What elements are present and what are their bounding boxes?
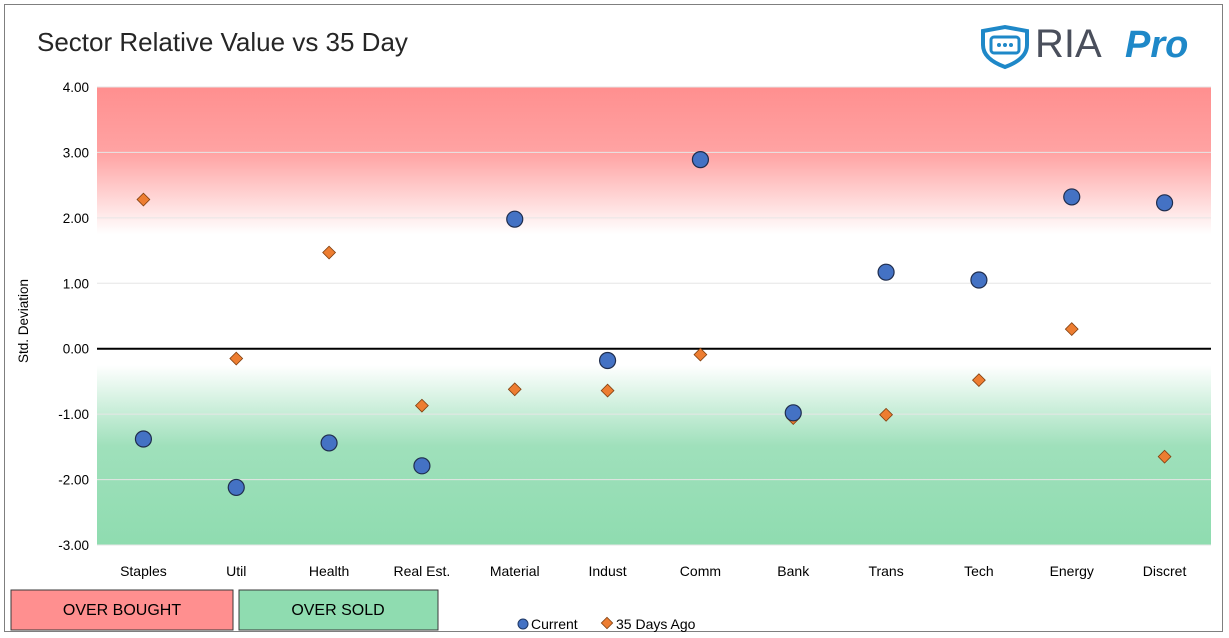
- y-axis-ticks: 4.00 3.00 2.00 1.00 0.00 -1.00 -2.00 -3.00: [58, 80, 89, 553]
- x-tick-label: Tech: [964, 563, 994, 579]
- zone-bands: [97, 87, 1211, 545]
- point-current: [877, 263, 895, 281]
- y-tick-label: 0.00: [63, 342, 89, 357]
- oversold-box: OVER SOLD: [238, 589, 439, 631]
- y-tick-label: -1.00: [58, 407, 89, 422]
- oversold-label: OVER SOLD: [291, 602, 384, 619]
- x-tick-label: Util: [226, 563, 246, 579]
- series-legend: Current 35 Days Ago: [517, 616, 696, 632]
- y-tick-label: -3.00: [58, 538, 89, 553]
- y-tick-label: 1.00: [63, 276, 89, 291]
- overbought-box: OVER BOUGHT: [10, 589, 234, 631]
- y-tick-label: -2.00: [58, 473, 89, 488]
- legend-label-past: 35 Days Ago: [616, 616, 696, 632]
- point-current: [970, 271, 988, 289]
- point-current: [320, 434, 338, 452]
- point-current: [598, 351, 617, 370]
- x-tick-label: Comm: [680, 563, 721, 579]
- y-tick-label: 3.00: [63, 145, 89, 160]
- point-35-days-ago: [600, 383, 615, 398]
- x-tick-label: Indust: [589, 563, 627, 579]
- logo-product: Pro: [1125, 24, 1188, 66]
- point-current: [134, 430, 153, 448]
- point-current: [784, 404, 802, 422]
- point-current: [506, 210, 524, 228]
- y-tick-label: 2.00: [63, 211, 89, 226]
- point-current: [691, 151, 710, 169]
- overbought-zone: [97, 87, 1211, 235]
- point-35-days-ago: [229, 351, 244, 366]
- point-35-days-ago: [1157, 449, 1172, 464]
- point-35-days-ago: [1064, 322, 1079, 337]
- legend-marker-past: [600, 616, 614, 630]
- x-tick-label: Material: [490, 563, 540, 579]
- point-35-days-ago: [136, 192, 151, 207]
- overbought-label: OVER BOUGHT: [63, 602, 181, 619]
- point-35-days-ago: [414, 398, 429, 413]
- chart-frame: Sector Relative Value vs 35 Day RIA Pro …: [4, 4, 1223, 632]
- x-tick-label: Trans: [868, 563, 903, 579]
- point-35-days-ago: [879, 407, 894, 422]
- point-current: [1063, 188, 1081, 206]
- x-tick-label: Discret: [1143, 563, 1187, 579]
- shield-icon: [981, 24, 1029, 70]
- x-axis-categories: Staples Util Health Real Est. Material Indust…: [120, 563, 1186, 579]
- point-current: [227, 478, 245, 497]
- ria-pro-logo: RIA Pro: [981, 22, 1188, 70]
- x-tick-label: Health: [309, 563, 349, 579]
- point-current: [1155, 194, 1174, 212]
- x-tick-label: Staples: [120, 563, 167, 579]
- point-35-days-ago: [971, 373, 986, 388]
- point-current: [413, 457, 431, 475]
- point-35-days-ago: [693, 347, 708, 362]
- data-points: [134, 151, 1174, 497]
- y-axis-label: Std. Deviation: [16, 279, 31, 363]
- x-tick-label: Bank: [777, 563, 810, 579]
- legend-label-current: Current: [531, 616, 578, 632]
- chart-title: Sector Relative Value vs 35 Day: [37, 27, 408, 57]
- point-35-days-ago: [507, 382, 522, 397]
- scatter-chart: Sector Relative Value vs 35 Day RIA Pro …: [10, 22, 1211, 632]
- point-35-days-ago: [322, 245, 337, 260]
- legend-marker-current: [517, 618, 529, 630]
- y-tick-label: 4.00: [63, 80, 89, 95]
- x-tick-label: Energy: [1050, 563, 1094, 579]
- oversold-zone: [97, 365, 1211, 545]
- logo-brand: RIA: [1035, 22, 1102, 66]
- x-tick-label: Real Est.: [394, 563, 451, 579]
